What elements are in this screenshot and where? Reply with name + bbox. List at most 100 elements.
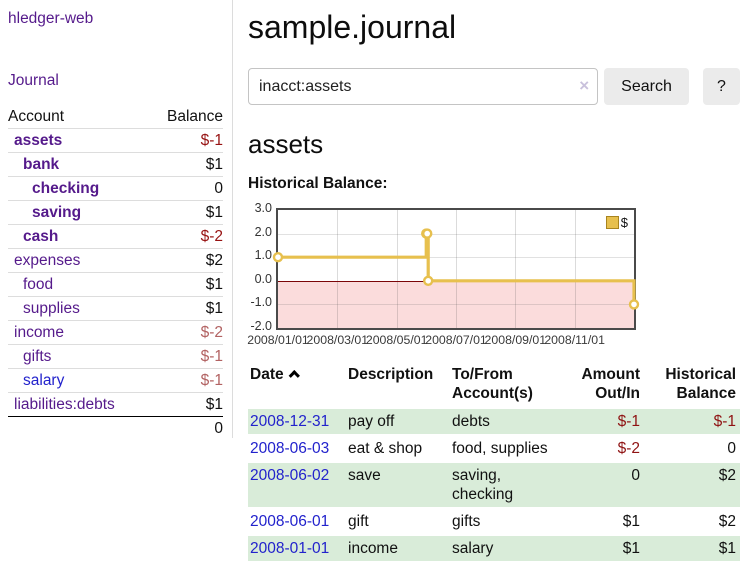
account-balance: $1 [149,296,223,321]
register-row: 2008-06-01 gift gifts $1 $2 [248,509,740,534]
sidebar-item-journal[interactable]: Journal [8,72,59,89]
transaction-amount: $-1 [558,409,644,434]
account-balance: $-1 [149,128,223,153]
register-row: 2008-01-01 income salary $1 $1 [248,536,740,561]
historical-balance-chart: $3.0 2.0 1.0 0.0 -1.0 -2.0 2008/01/01 2008/03/0… [247,201,668,347]
data-point-marker [628,299,640,310]
sidebar-account-link[interactable]: gifts [23,348,52,365]
gridline [515,210,517,328]
main-content: sample.journal × Search ? assets Histori… [247,0,740,563]
transaction-amount: $1 [622,513,640,530]
transaction-accounts: food, supplies [452,440,548,457]
sidebar-account-link[interactable]: bank [23,156,60,173]
transaction-date-link[interactable]: 2008-01-01 [250,540,330,557]
search-form: × Search ? [248,68,740,105]
account-balance: $1 [149,392,223,417]
search-button[interactable]: Search [604,68,689,105]
y-axis-tick-label: -2.0 [250,319,272,333]
transaction-date-link[interactable]: 2008-06-03 [250,440,330,457]
transaction-accounts: gifts [452,513,481,530]
chart-plot-area: $ [272,208,640,330]
transaction-description: pay off [346,409,450,434]
sidebar-account-link[interactable]: food [23,276,54,293]
account-row: bank $1 [8,152,223,177]
accounts-total-row: 0 [8,416,223,440]
account-balance: $1 [149,152,223,177]
accounts-col-account: Account [8,108,65,125]
register-row: 2008-12-31 pay off debts $-1 $-1 [248,409,740,434]
register-col-description: Description [348,366,434,383]
transaction-date-link[interactable]: 2008-06-02 [250,467,330,484]
account-row: liabilities:debts $1 [8,392,223,417]
account-balance: $1 [149,200,223,225]
accounts-table: Account Balance assets $-1 bank $1 checking 0… [8,105,223,440]
gridline [278,233,634,235]
sort-ascending-icon [288,370,300,382]
register-row: 2008-06-03 eat & shop food, supplies $-2 0 [248,436,740,461]
negative-region-fill [278,280,634,328]
chart-heading: Historical Balance: [248,175,388,192]
gridline [456,210,457,328]
data-point-marker [422,228,433,239]
account-balance: $-2 [149,320,223,345]
account-row: assets $-1 [8,128,223,153]
chart-legend: $ [605,215,628,230]
balance-line-series [272,228,640,310]
transaction-balance: $1 [644,536,740,561]
account-row: checking 0 [8,176,223,201]
search-input[interactable] [248,68,599,105]
account-row: gifts $-1 [8,344,223,369]
sidebar: hledger-web Journal Account Balance asse… [0,0,231,440]
sidebar-account-link[interactable]: salary [23,372,65,389]
transaction-balance: $-1 [644,409,740,434]
transaction-balance: $2 [718,513,736,530]
transaction-description: save [346,463,450,507]
transaction-date-link[interactable]: 2008-12-31 [250,413,330,430]
y-axis-tick-label: 3.0 [254,201,272,215]
help-button[interactable]: ? [702,68,740,105]
register-col-date[interactable]: Date [248,363,346,407]
sidebar-account-link[interactable]: expenses [14,252,81,269]
account-balance: $2 [149,248,223,273]
sidebar-account-link[interactable]: checking [32,180,100,197]
x-axis-tick-label: 2008/01/01 [247,333,309,347]
account-balance: $-1 [149,368,223,393]
account-row: expenses $2 [8,248,223,273]
sidebar-account-link[interactable]: liabilities:debts [14,396,115,413]
transaction-date-link[interactable]: 2008-06-01 [250,513,330,530]
sidebar-account-link[interactable]: saving [32,204,82,221]
gridline [396,210,398,328]
x-axis-tick-label: 2008/03/01 [306,333,369,347]
sidebar-account-link[interactable]: cash [23,228,59,245]
transaction-balance: 0 [727,440,736,457]
gridline [278,257,634,259]
account-balance: $-2 [149,224,223,249]
app-title-link[interactable]: hledger-web [8,10,94,27]
register-col-balance: Historical Balance [665,366,736,402]
sidebar-account-link[interactable]: income [14,324,64,341]
sidebar-divider [232,0,233,438]
register-table: Date Description To/From Account(s) Amou… [248,361,740,563]
legend-label: $ [620,215,628,230]
account-balance: $-1 [149,344,223,369]
x-axis-tick-label: 2008/09/01 [484,333,547,347]
accounts-col-balance: Balance [166,108,223,125]
account-heading: assets [248,129,324,159]
sidebar-account-link[interactable]: supplies [23,300,80,317]
transaction-accounts: salary [450,536,558,561]
data-point-marker [272,252,284,263]
x-axis-tick-label: 2008/05/01 [365,333,428,347]
account-row: salary $-1 [8,368,223,393]
y-axis-tick-label: 2.0 [254,224,272,239]
accounts-total-value: 0 [149,416,223,440]
transaction-accounts: saving, checking [450,463,558,507]
legend-swatch-icon [605,216,619,229]
y-axis-tick-label: 1.0 [254,248,272,263]
clear-search-icon[interactable]: × [579,76,590,95]
account-balance: $1 [149,272,223,297]
transaction-description: eat & shop [348,440,423,457]
x-axis-tick-label: 2008/07/01 [425,333,487,347]
sidebar-account-link[interactable]: assets [14,132,63,149]
account-row: cash $-2 [8,224,223,249]
account-row: saving $1 [8,200,223,225]
